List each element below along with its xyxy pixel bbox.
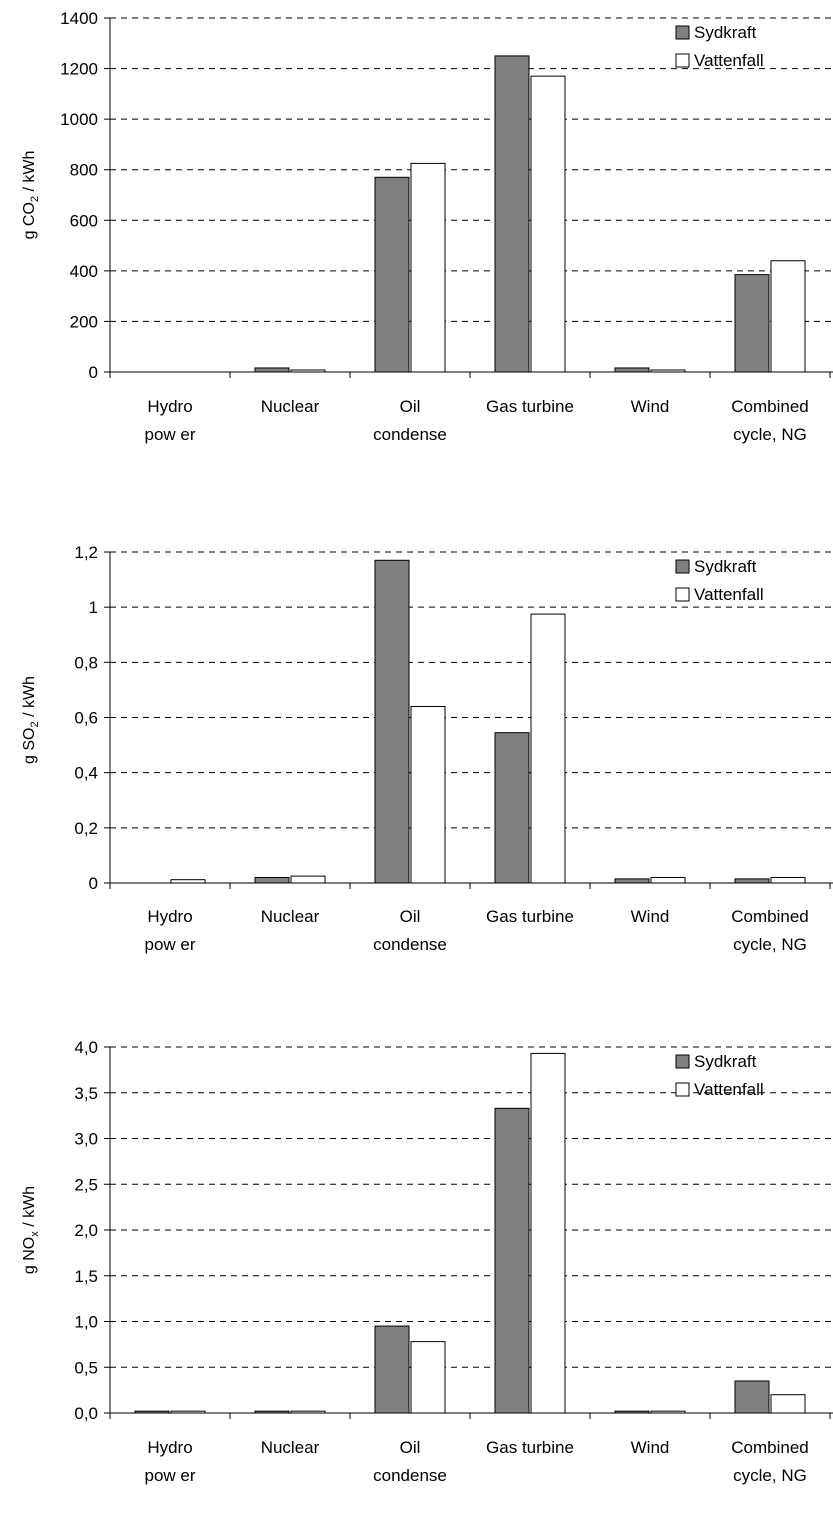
category-label: Nuclear xyxy=(261,907,320,926)
category-label: Wind xyxy=(631,397,670,416)
legend-label: Sydkraft xyxy=(694,1052,757,1071)
category-label: Oil xyxy=(400,397,421,416)
category-label: pow er xyxy=(144,425,195,444)
category-label: pow er xyxy=(144,935,195,954)
bar-sydkraft xyxy=(374,559,410,884)
category-label: Hydro xyxy=(147,907,192,926)
bar-vattenfall xyxy=(410,162,446,373)
y-tick-label: 0,4 xyxy=(74,764,98,783)
y-tick-label: 1200 xyxy=(60,60,98,79)
y-tick-label: 2,5 xyxy=(74,1175,98,1194)
category-label: Combined xyxy=(731,1438,809,1457)
bar-sydkraft xyxy=(254,876,290,884)
y-axis-label: g CO2 / kWh xyxy=(21,151,41,240)
category-label: cycle, NG xyxy=(733,425,807,444)
legend-label: Vattenfall xyxy=(694,51,764,70)
category-label: condense xyxy=(373,425,447,444)
bar-sydkraft xyxy=(254,367,290,373)
bar-sydkraft xyxy=(494,1107,530,1414)
category-label: cycle, NG xyxy=(733,935,807,954)
legend-label: Sydkraft xyxy=(694,557,757,576)
bar-vattenfall xyxy=(770,1394,806,1414)
category-label: Gas turbine xyxy=(486,907,574,926)
legend-swatch xyxy=(675,53,690,68)
bar-vattenfall xyxy=(530,75,566,373)
category-label: Gas turbine xyxy=(486,397,574,416)
y-axis-label: g NOx / kWh xyxy=(21,1186,41,1274)
y-tick-label: 0,2 xyxy=(74,819,98,838)
co2-chart-svg: 0 200 400 600 800 1000 1200 1400 Hydro pow er Nucl… xyxy=(21,9,833,444)
bar-sydkraft xyxy=(614,367,650,373)
legend-swatch xyxy=(675,587,690,602)
category-label: Nuclear xyxy=(261,1438,320,1457)
category-label: condense xyxy=(373,1466,447,1485)
bar-sydkraft xyxy=(494,55,530,373)
category-label: pow er xyxy=(144,1466,195,1485)
category-label: Combined xyxy=(731,907,809,926)
bar-vattenfall xyxy=(290,875,326,884)
y-tick-label: 0,6 xyxy=(74,709,98,728)
bar-vattenfall xyxy=(770,260,806,373)
y-tick-label: 1,2 xyxy=(74,543,98,562)
category-label: condense xyxy=(373,935,447,954)
category-label: Hydro xyxy=(147,1438,192,1457)
legend-swatch xyxy=(675,25,690,40)
category-label: Hydro xyxy=(147,397,192,416)
y-tick-label: 400 xyxy=(70,262,98,281)
legend-swatch xyxy=(675,1082,690,1097)
legend-label: Vattenfall xyxy=(694,585,764,604)
y-tick-label: 3,5 xyxy=(74,1084,98,1103)
y-tick-label: 1,5 xyxy=(74,1267,98,1286)
bar-vattenfall xyxy=(410,1341,446,1414)
bar-sydkraft xyxy=(374,176,410,373)
co2-chart: 0 200 400 600 800 1000 1200 1400 Hydro pow er Nucl… xyxy=(0,0,833,520)
bar-vattenfall xyxy=(650,876,686,884)
category-label: Gas turbine xyxy=(486,1438,574,1457)
category-label: Wind xyxy=(631,907,670,926)
bar-sydkraft xyxy=(374,1325,410,1414)
legend-label: Sydkraft xyxy=(694,23,757,42)
category-label: Wind xyxy=(631,1438,670,1457)
category-label: cycle, NG xyxy=(733,1466,807,1485)
y-tick-label: 4,0 xyxy=(74,1038,98,1057)
bar-sydkraft xyxy=(734,1380,770,1414)
y-tick-label: 800 xyxy=(70,161,98,180)
bar-vattenfall xyxy=(770,876,806,884)
category-label: Combined xyxy=(731,397,809,416)
bar-sydkraft xyxy=(734,274,770,373)
so2-chart-svg: 0 0,2 0,4 0,6 0,8 1 1,2 Hydro pow er Nuclear Oil co… xyxy=(21,543,833,954)
category-label: Oil xyxy=(400,907,421,926)
nox-chart-svg: 0,0 0,5 1,0 1,5 2,0 2,5 3,0 3,5 4,0 Hydro pow er Nu… xyxy=(21,1038,833,1485)
so2-chart: 0 0,2 0,4 0,6 0,8 1 1,2 Hydro pow er Nuclear Oil co… xyxy=(0,520,833,1020)
y-axis-label: g SO2 / kWh xyxy=(21,676,41,764)
legend-label: Vattenfall xyxy=(694,1080,764,1099)
legend-swatch xyxy=(675,559,690,574)
y-tick-label: 0 xyxy=(89,874,98,893)
y-tick-label: 1000 xyxy=(60,110,98,129)
nox-chart: 0,0 0,5 1,0 1,5 2,0 2,5 3,0 3,5 4,0 Hydro pow er Nu… xyxy=(0,1020,833,1523)
category-label: Nuclear xyxy=(261,397,320,416)
y-tick-label: 2,0 xyxy=(74,1221,98,1240)
y-tick-label: 0,5 xyxy=(74,1358,98,1377)
y-tick-label: 600 xyxy=(70,211,98,230)
y-tick-label: 1 xyxy=(89,598,98,617)
bar-sydkraft xyxy=(494,732,530,884)
y-tick-label: 200 xyxy=(70,312,98,331)
y-tick-label: 1,0 xyxy=(74,1313,98,1332)
bar-vattenfall xyxy=(410,705,446,884)
y-tick-label: 0,8 xyxy=(74,653,98,672)
y-tick-label: 0 xyxy=(89,363,98,382)
bar-sydkraft xyxy=(614,878,650,884)
y-tick-label: 0,0 xyxy=(74,1404,98,1423)
bar-sydkraft xyxy=(734,878,770,884)
legend-swatch xyxy=(675,1054,690,1069)
bar-vattenfall xyxy=(530,613,566,884)
y-tick-label: 1400 xyxy=(60,9,98,28)
category-label: Oil xyxy=(400,1438,421,1457)
y-tick-label: 3,0 xyxy=(74,1130,98,1149)
bar-vattenfall xyxy=(530,1052,566,1414)
